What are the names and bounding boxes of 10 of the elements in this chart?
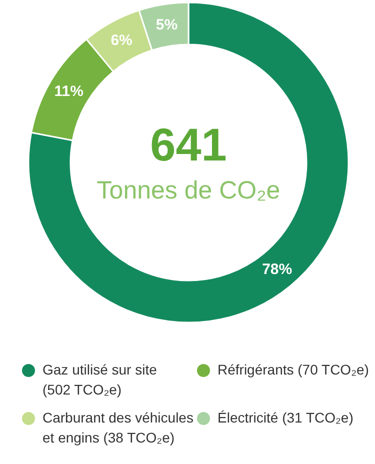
data-label: 5% [156,16,178,34]
text: Tonnes de CO₂e [96,176,280,204]
text: 641 [150,118,227,170]
legend-label: Carburant des véhicules et engins (38 TCO₂e) [42,410,194,446]
data-label: 78% [262,261,292,278]
data-label: 6% [110,32,132,50]
legend-label: Gaz utilisé sur site (502 TCO₂e) [42,362,158,398]
legend-label: Réfrigérants (70 TCO₂e) [218,362,369,378]
data-label: 11% [54,83,84,100]
legend-label: Électricité (31 TCO₂e) [218,410,354,426]
